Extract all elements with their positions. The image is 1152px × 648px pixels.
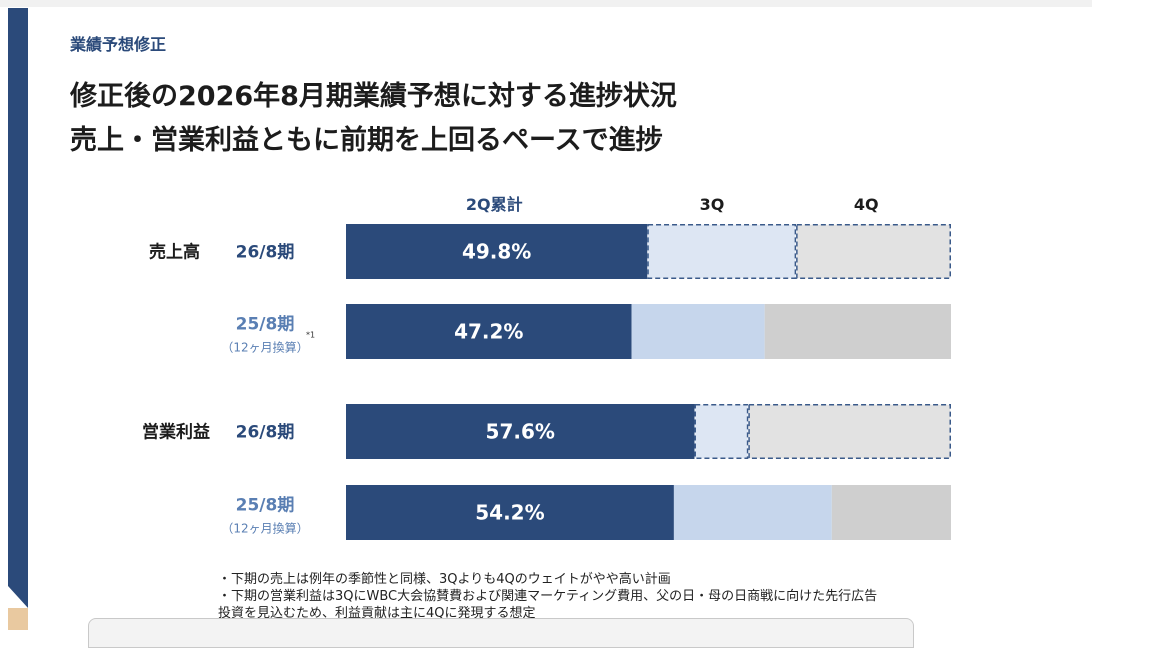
right-margin (1092, 0, 1152, 648)
group-label: 売上高 (149, 242, 200, 263)
bar-value-label: 54.2% (475, 501, 544, 525)
group-label: 営業利益 (142, 422, 210, 443)
section-label: 業績予想修正 (70, 35, 167, 54)
note-line-2: ・下期の営業利益は3QにWBC大会協賛費および関連マーケティング費用、父の日・母… (218, 589, 878, 604)
footnotes: ・下期の売上は例年の季節性と同様、3Qよりも4Qのウェイトがやや高い計画 ・下期… (218, 571, 877, 622)
page-title-line1: 修正後の2026年8月期業績予想に対する進捗状況 (70, 81, 677, 112)
left-accent-tan (8, 608, 28, 630)
bar-segment-4q (831, 485, 951, 540)
bar-segment-4q (748, 404, 952, 459)
bar-segment-2q (346, 304, 632, 359)
left-accent-cut (8, 586, 28, 608)
bar-segment-2q (346, 485, 674, 540)
period-note: （12ヶ月換算） (221, 521, 308, 536)
bar-value-label: 47.2% (454, 320, 523, 344)
footnote-mark: *1 (306, 331, 315, 340)
left-accent-bar (8, 8, 28, 608)
bar-segment-4q (796, 224, 951, 279)
column-header-0: 2Q累計 (466, 195, 523, 214)
bar-segment-3q (694, 404, 749, 459)
period-label: 26/8期 (236, 423, 295, 443)
bottom-toolbar[interactable] (88, 618, 914, 648)
bar-value-label: 57.6% (486, 420, 555, 444)
period-label: 25/8期 (236, 496, 295, 516)
bar-value-label: 49.8% (462, 240, 531, 264)
period-label: 26/8期 (236, 243, 295, 263)
column-header-1: 3Q (700, 195, 725, 214)
column-header-2: 4Q (854, 195, 879, 214)
bar-segment-2q (346, 404, 695, 459)
top-bar (0, 0, 1092, 7)
bar-segment-3q (673, 485, 832, 540)
bar-segment-4q (764, 304, 951, 359)
page-title-line2: 売上・営業利益ともに前期を上回るペースで進捗 (70, 125, 663, 156)
period-note: （12ヶ月換算） (221, 340, 308, 355)
bar-segment-2q (346, 224, 648, 279)
note-line-1: ・下期の売上は例年の季節性と同様、3Qよりも4Qのウェイトがやや高い計画 (218, 572, 671, 587)
bar-segment-3q (631, 304, 765, 359)
bar-segment-3q (647, 224, 797, 279)
note-line-3: 投資を見込むため、利益貢献は主に4Qに発現する想定 (218, 606, 536, 621)
period-label: 25/8期 (236, 315, 295, 335)
